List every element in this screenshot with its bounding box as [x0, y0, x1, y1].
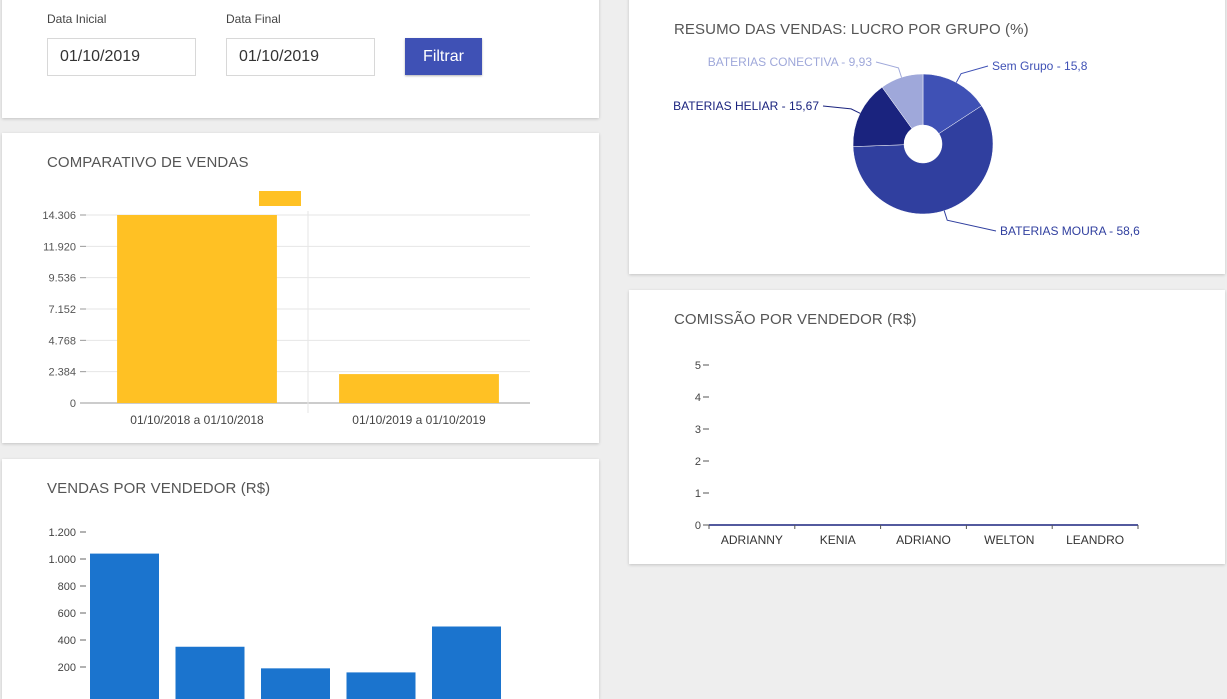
- comparativo-chart: 0 2.384 4.768 7.152 9.536 11.920 14.306 01/10/2…: [2, 133, 599, 443]
- y-tick-label: 4: [695, 392, 701, 404]
- y-tick-label: 5: [695, 360, 701, 372]
- y-tick-label: 200: [58, 662, 76, 674]
- y-tick-label: 0: [70, 398, 76, 410]
- y-tick-label: 1.000: [48, 554, 76, 566]
- pie-label: Sem Grupo - 15,8: [992, 59, 1088, 73]
- x-tick-label: LEANDRO: [1066, 533, 1124, 547]
- y-tick-label: 1: [695, 488, 701, 500]
- x-tick-label: ADRIANO: [896, 533, 951, 547]
- x-tick-label: 01/10/2018 a 01/10/2018: [130, 413, 264, 427]
- vendas-vendedor-chart: 200 400 600 800 1.000 1.200: [2, 459, 599, 699]
- pie-leader-line: [876, 62, 902, 77]
- bar: [339, 374, 499, 403]
- bar: [261, 668, 330, 699]
- y-tick-label: 600: [58, 608, 76, 620]
- pie-label: BATERIAS MOURA - 58,6: [1000, 224, 1140, 238]
- lucro-chart: Sem Grupo - 15,8 BATERIAS MOURA - 58,6 BAT…: [629, 0, 1225, 274]
- bar: [176, 647, 245, 699]
- y-tick-label: 9.536: [48, 273, 76, 285]
- end-date-label: Data Final: [226, 12, 281, 26]
- bar: [432, 627, 501, 699]
- pie-label: BATERIAS CONECTIVA - 9,93: [708, 55, 873, 69]
- x-tick-label: 01/10/2019 a 01/10/2019: [352, 413, 486, 427]
- lucro-card: RESUMO DAS VENDAS: LUCRO POR GRUPO (%) S…: [629, 0, 1225, 274]
- y-tick-label: 7.152: [48, 304, 76, 316]
- start-date-input[interactable]: [47, 38, 196, 76]
- y-tick-label: 2: [695, 456, 701, 468]
- y-tick-label: 1.200: [48, 527, 76, 539]
- pie-leader-line: [956, 66, 988, 82]
- y-tick-label: 4.768: [48, 335, 76, 347]
- end-date-input[interactable]: [226, 38, 375, 76]
- filter-card: Data Inicial Data Final Filtrar: [2, 0, 599, 118]
- pie-leader-line: [944, 211, 996, 231]
- bar: [347, 672, 416, 699]
- filter-button[interactable]: Filtrar: [405, 38, 482, 75]
- bar: [90, 554, 159, 699]
- y-tick-label: 3: [695, 424, 701, 436]
- y-tick-label: 11.920: [43, 241, 76, 253]
- comissao-chart: 0 1 2 3 4 5 ADRIANNY KENIA ADRIANO WELTON LEANDRO: [629, 290, 1225, 564]
- legend-swatch: [259, 191, 301, 206]
- start-date-label: Data Inicial: [47, 12, 106, 26]
- x-tick-label: KENIA: [820, 533, 856, 547]
- pie-label: BATERIAS HELIAR - 15,67: [673, 99, 819, 113]
- y-tick-label: 2.384: [48, 367, 76, 379]
- y-tick-label: 0: [695, 520, 701, 532]
- y-tick-label: 400: [58, 635, 76, 647]
- y-tick-label: 14.306: [42, 210, 76, 222]
- x-tick-label: ADRIANNY: [721, 533, 783, 547]
- pie-leader-line: [823, 106, 860, 113]
- x-tick-label: WELTON: [984, 533, 1034, 547]
- bar: [117, 215, 277, 403]
- y-tick-label: 800: [58, 581, 76, 593]
